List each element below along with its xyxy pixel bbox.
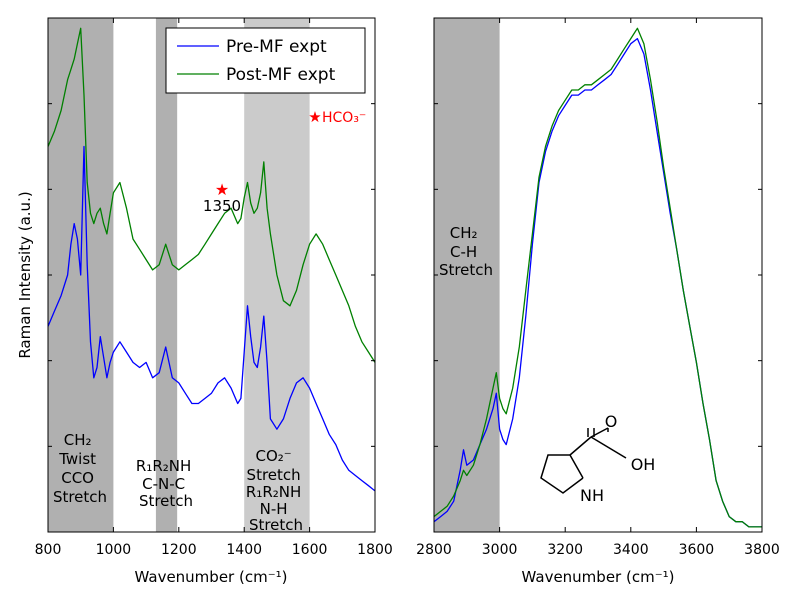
x-tick-label: 800 bbox=[35, 542, 62, 558]
bond-ring-to-carboxyl bbox=[569, 436, 592, 456]
bond-carbonyl-a bbox=[590, 427, 609, 438]
region-label-ch-stretch: CH₂ C-H Stretch bbox=[439, 224, 493, 279]
x-tick-label: 2800 bbox=[416, 542, 452, 558]
x-tick-label: 1000 bbox=[96, 542, 132, 558]
legend-box bbox=[165, 27, 366, 94]
x-tick-label: 1400 bbox=[226, 542, 262, 558]
legend-label-pre-mf: Pre-MF expt bbox=[226, 37, 327, 57]
x-tick-label: 1200 bbox=[161, 542, 197, 558]
proline-structure bbox=[540, 427, 627, 494]
annotation-hco3: HCO₃⁻ bbox=[322, 110, 366, 126]
legend-label-post-mf: Post-MF expt bbox=[226, 65, 336, 85]
x-tick-label: 3000 bbox=[482, 542, 518, 558]
pyrrolidine-ring bbox=[540, 454, 584, 494]
x-tick-label: 1600 bbox=[292, 542, 328, 558]
atom-label-nh: NH bbox=[580, 486, 604, 505]
left-x-axis-label: Wavenumber (cm⁻¹) bbox=[135, 568, 288, 586]
x-tick-label: 1800 bbox=[357, 542, 393, 558]
series-layer bbox=[48, 27, 375, 492]
series-line-pre-mf-expt bbox=[48, 145, 375, 492]
left-panel: CH₂ Twist CCO Stretch R₁R₂NH C-N-C Stret… bbox=[16, 17, 393, 586]
region-label-cnc-stretch: R₁R₂NH C-N-C Stretch bbox=[136, 457, 196, 510]
right-x-axis-label: Wavenumber (cm⁻¹) bbox=[522, 568, 675, 586]
x-ticks: 800 1000 1200 1400 1600 1800 bbox=[35, 18, 393, 558]
star-marker-hco3: ★ bbox=[308, 108, 321, 126]
region-label-ch2-twist: CH₂ Twist CCO Stretch bbox=[53, 431, 107, 506]
y-ticks bbox=[48, 103, 375, 447]
atom-label-o: O bbox=[605, 412, 618, 431]
legend: Pre-MF expt Post-MF expt bbox=[165, 27, 366, 94]
shaded-regions bbox=[434, 18, 500, 532]
region-label-co2-stretch: CO₂⁻ Stretch R₁R₂NH N-H Stretch bbox=[246, 447, 306, 534]
atom-label-oh: OH bbox=[631, 455, 656, 474]
y-ticks bbox=[434, 103, 762, 447]
x-tick-label: 3200 bbox=[547, 542, 583, 558]
x-tick-label: 3800 bbox=[744, 542, 780, 558]
series-line-post-mf-expt bbox=[48, 27, 375, 363]
right-panel: CH₂ C-H Stretch O OH NH 2800 3000 3200 3400… bbox=[416, 17, 780, 586]
shaded-region-0 bbox=[434, 18, 500, 532]
shaded-region-1 bbox=[155, 18, 178, 532]
series-line-post-mf-expt bbox=[434, 27, 762, 528]
annotation-1350: 1350 bbox=[203, 197, 241, 215]
x-tick-label: 3600 bbox=[679, 542, 715, 558]
x-tick-label: 3400 bbox=[613, 542, 649, 558]
y-axis-label: Raman Intensity (a.u.) bbox=[16, 191, 34, 358]
series-layer bbox=[434, 27, 762, 528]
x-ticks: 2800 3000 3200 3400 3600 3800 bbox=[416, 18, 780, 558]
star-marker-1350: ★ bbox=[215, 180, 229, 199]
bond-hydroxyl bbox=[590, 436, 627, 459]
